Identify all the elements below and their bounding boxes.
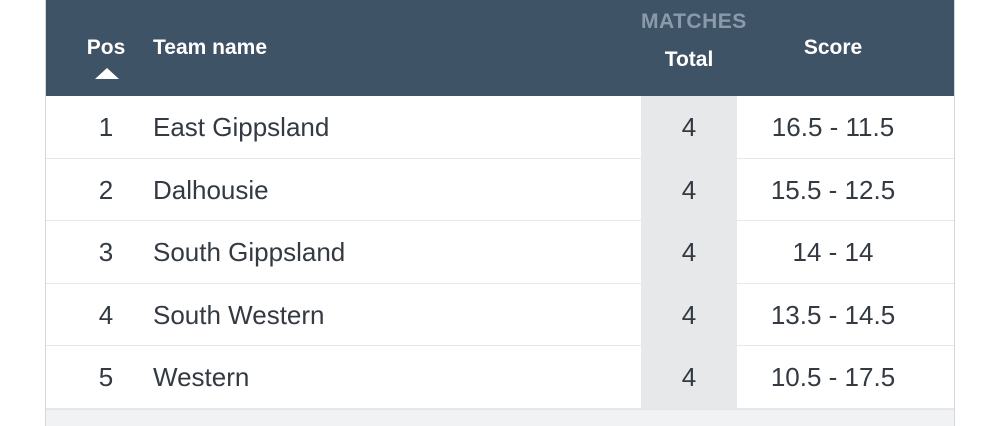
column-header-team-name[interactable]: Team name [153,36,267,59]
row-pos: 4 [98,299,114,330]
table-body: 1 East Gippsland 4 16.5 - 11.5 2 Dalhous… [46,96,954,409]
row-pos: 5 [98,362,114,392]
row-score: 13.5 - 14.5 [770,299,896,330]
row-team-name[interactable]: Western [153,362,250,392]
row-pos: 2 [98,174,114,205]
standings-table: Pos Team name MATCHES Total Score 1 East… [45,0,955,426]
row-score: 15.5 - 12.5 [770,174,896,205]
column-header-total[interactable]: Total [664,48,714,71]
column-header-pos[interactable]: Pos [86,36,126,59]
row-team-name[interactable]: South Western [153,299,325,330]
row-score: 14 - 14 [792,237,874,267]
row-matches-total: 4 [641,283,737,345]
table-row[interactable]: 2 Dalhousie 4 15.5 - 12.5 [46,158,954,221]
column-header-score[interactable]: Score [803,36,863,59]
row-team-name[interactable]: East Gippsland [153,112,330,142]
row-matches-total: 4 [641,346,737,408]
sort-ascending-icon[interactable] [95,68,119,79]
table-row[interactable]: 5 Western 4 10.5 - 17.5 [46,346,954,409]
table-row[interactable]: 3 South Gippsland 4 14 - 14 [46,221,954,284]
column-group-matches: MATCHES [641,10,747,33]
table-footer [46,409,954,426]
row-score: 16.5 - 11.5 [771,112,895,142]
row-pos: 3 [98,237,114,267]
table-row[interactable]: 4 South Western 4 13.5 - 14.5 [46,283,954,346]
table-header: Pos Team name MATCHES Total Score [46,0,954,96]
row-matches-total: 4 [641,158,737,220]
row-score: 10.5 - 17.5 [770,362,896,392]
row-team-name[interactable]: Dalhousie [153,174,269,205]
row-matches-total: 4 [641,221,737,283]
row-matches-total: 4 [641,96,737,158]
table-row[interactable]: 1 East Gippsland 4 16.5 - 11.5 [46,96,954,159]
row-team-name[interactable]: South Gippsland [153,237,346,267]
row-pos: 1 [98,112,114,142]
